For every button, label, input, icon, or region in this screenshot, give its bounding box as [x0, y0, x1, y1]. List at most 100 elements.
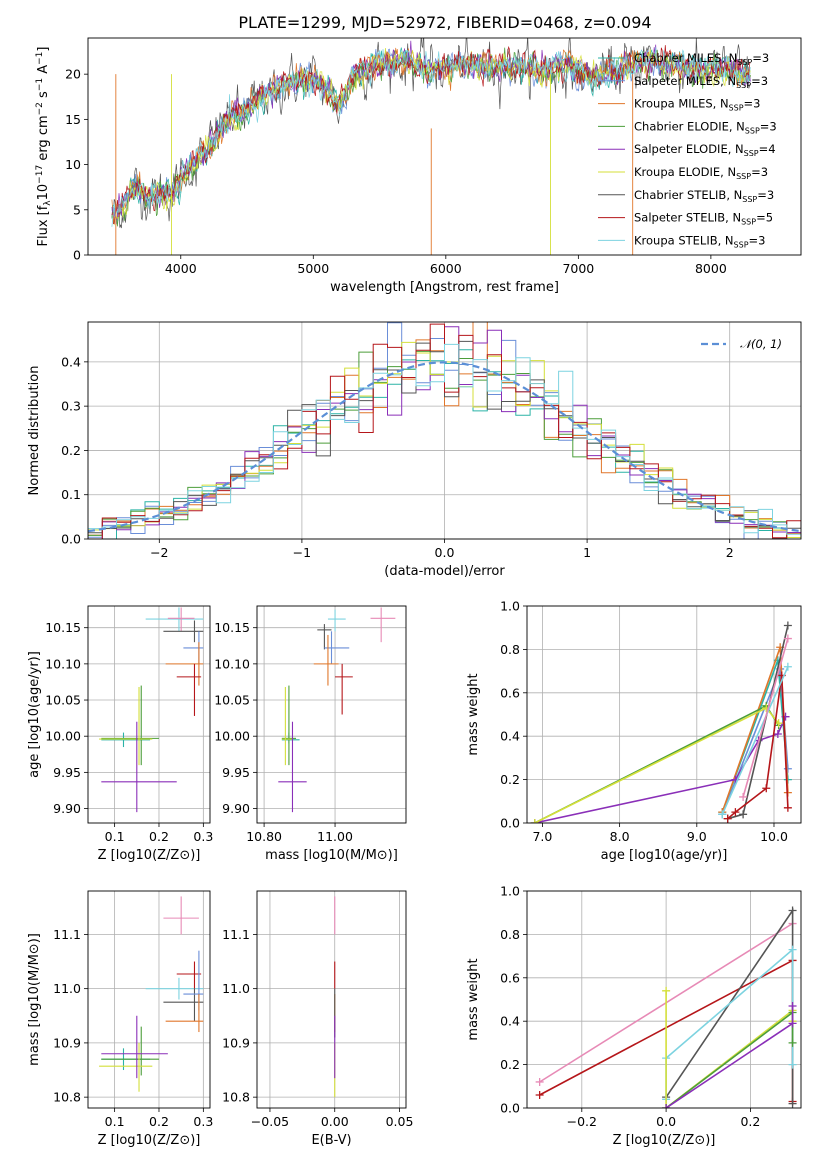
z-weight-marker-6-1: [788, 1019, 797, 1028]
residual-legend-label: 𝒩(0, 1): [740, 337, 782, 351]
spectrum-xtick-label-1: 5000: [297, 261, 329, 276]
age-weight-marker-8-0: [718, 810, 727, 819]
mass-age-ytick-label-1: 9.95: [222, 765, 250, 780]
z-weight-ytick-label-4: 0.8: [500, 927, 520, 942]
age-weight-marker-1-2: [783, 764, 792, 773]
age-weight-series-8: [721, 666, 789, 815]
z-weight-ylabel: mass weight: [466, 958, 481, 1040]
age-weight-ytick-label-4: 0.8: [500, 642, 520, 657]
ebv-mass-panel: −0.05 0.00 0.05 10.8 10.9 11.0 11.1 E(B-V): [222, 890, 414, 1148]
mass-age-ytick-label-4: 10.10: [214, 656, 250, 671]
spectrum-ytick-label-3: 15: [65, 112, 81, 127]
z-age-xtick-label-1: 0.2: [149, 829, 169, 844]
spectrum-series-kroupa-elodie: [111, 47, 751, 226]
z-mass-xtick-label-0: 0.1: [105, 1114, 125, 1129]
z-mass-xtick-label-1: 0.2: [149, 1114, 169, 1129]
mass-age-ytick-label-0: 9.90: [222, 801, 250, 816]
mass-age-ytick-label-2: 10.00: [214, 729, 250, 744]
ebv-mass-ytick-label-2: 11.0: [222, 981, 250, 996]
z-age-frame: [87, 605, 211, 824]
age-weight-xtick-label-3: 10.0: [760, 829, 788, 844]
z-age-ytick-label-0: 9.90: [53, 801, 81, 816]
z-weight-xtick-label-0: −0.2: [567, 1114, 597, 1129]
age-weight-marker-4-3: [773, 730, 782, 739]
age-weight-panel: 7.0 8.0 9.0 10.0 0.0 0.2 0.4 0.6 0.8 1.0 age [log1…: [466, 599, 802, 863]
z-age-ytick-label-5: 10.15: [45, 620, 81, 635]
residuals-xtick-label-4: 2: [726, 545, 734, 560]
residuals-xtick-label-3: 1: [583, 545, 591, 560]
age-weight-marker-7-4: [783, 803, 792, 812]
ebv-mass-xlabel: E(B-V): [311, 1133, 351, 1148]
age-weight-marker-7-2: [762, 784, 771, 793]
age-weight-frame: [526, 605, 802, 824]
spectrum-ylabel: Flux [fλ10−17 erg cm−2 s−1 A−1]: [35, 47, 53, 247]
z-weight-panel: −0.2 0.0 0.2 0.0 0.2 0.4 0.6 0.8 1.0 Z [log10(Z/Z…: [466, 884, 802, 1148]
age-weight-ytick-label-5: 1.0: [500, 599, 520, 614]
z-age-ytick-label-4: 10.10: [45, 656, 81, 671]
spectrum-legend-label-5: Kroupa ELODIE, NSSP=3: [634, 165, 768, 181]
ebv-mass-xtick-label-2: 0.05: [386, 1114, 414, 1129]
residuals-ylabel: Normed distribution: [27, 366, 42, 496]
z-mass-ytick-label-3: 11.1: [53, 927, 81, 942]
residuals-frame: [87, 321, 802, 540]
spectrum-ytick-label-2: 10: [65, 157, 81, 172]
z-weight-ytick-label-0: 0.0: [500, 1101, 520, 1116]
z-mass-ytick-label-0: 10.8: [53, 1090, 81, 1105]
residuals-xtick-label-0: −2: [150, 545, 168, 560]
residuals-xtick-label-2: 0.0: [435, 545, 455, 560]
z-mass-plot-area: [99, 896, 204, 1092]
z-weight-ytick-label-2: 0.4: [500, 1014, 520, 1029]
ebv-mass-ytick-label-3: 11.1: [222, 927, 250, 942]
spectrum-legend-label-3: Chabrier ELODIE, NSSP=3: [634, 119, 777, 135]
age-weight-marker-6-1: [739, 810, 748, 819]
age-weight-xtick-label-0: 7.0: [532, 829, 552, 844]
age-weight-ytick-label-3: 0.6: [500, 685, 520, 700]
ebv-mass-xtick-label-0: −0.05: [251, 1114, 289, 1129]
age-weight-xtick-label-2: 9.0: [687, 829, 707, 844]
ebv-mass-ytick-label-1: 10.9: [222, 1035, 250, 1050]
z-age-ytick-label-3: 10.05: [45, 693, 81, 708]
spectrum-legend-label-1: Salpeter MILES, NSSP=3: [634, 74, 768, 90]
z-age-xtick-label-0: 0.1: [105, 829, 125, 844]
spectrum-xtick-label-4: 8000: [695, 261, 727, 276]
mass-age-frame: [256, 605, 407, 824]
mass-age-panel: 10.80 11.00 9.90 9.95 10.00 10.05 10.10 10.15 ma…: [214, 605, 407, 863]
residuals-ytick-label-4: 0.4: [61, 354, 81, 369]
z-weight-xtick-label-2: 0.2: [740, 1114, 760, 1129]
spectrum-legend-label-4: Salpeter ELODIE, NSSP=4: [634, 142, 776, 158]
z-weight-xlabel: Z [log10(Z/Z⊙)]: [613, 1133, 716, 1148]
age-weight-marker-7-1: [731, 808, 740, 817]
z-weight-marker-1-0: [535, 1090, 544, 1099]
age-weight-xtick-label-1: 8.0: [610, 829, 630, 844]
spectrum-xlabel: wavelength [Angstrom, rest frame]: [330, 280, 559, 295]
mass-age-ytick-label-3: 10.05: [214, 693, 250, 708]
age-weight-marker-9-0: [739, 792, 748, 801]
mass-age-xlabel: mass [log10(M/M⊙)]: [265, 848, 398, 863]
z-weight-frame: [526, 890, 802, 1109]
age-weight-ytick-label-0: 0.0: [500, 816, 520, 831]
z-weight-marker-6-2: [788, 1002, 797, 1011]
residuals-xtick-label-1: −1: [293, 545, 311, 560]
normal-curve: [88, 361, 801, 533]
age-weight-series-9: [742, 638, 789, 798]
spectrum-ytick-label-1: 5: [73, 202, 81, 217]
spectrum-series-chabrier-stelib: [111, 38, 751, 229]
mass-age-xtick-label-1: 11.00: [317, 829, 353, 844]
spectrum-legend-label-7: Salpeter STELIB, NSSP=5: [634, 211, 773, 227]
residuals-panel: −2 −1 0.0 1 2 0.0 0.1 0.2 0.3 0.4 (data-model)/err…: [27, 321, 802, 579]
residuals-ytick-label-0: 0.0: [61, 532, 81, 547]
z-age-ylabel: age [log10(age/yr)]: [27, 651, 42, 778]
z-mass-ytick-label-1: 10.9: [53, 1035, 81, 1050]
z-weight-marker-5-2: [788, 1038, 797, 1047]
age-weight-marker-7-0: [723, 814, 732, 823]
residuals-xlabel: (data-model)/error: [384, 564, 505, 579]
z-weight-marker-6-0: [662, 1104, 671, 1108]
z-mass-ytick-label-2: 11.0: [53, 981, 81, 996]
z-mass-panel: 0.1 0.2 0.3 10.8 10.9 11.0 11.1 Z [log10(Z/Z⊙)]…: [27, 890, 213, 1148]
mass-age-ytick-label-5: 10.15: [214, 620, 250, 635]
age-weight-marker-6-2: [783, 621, 792, 630]
spectrum-legend-label-6: Chabrier STELIB, NSSP=3: [634, 188, 774, 204]
z-weight-marker-3-2: [788, 945, 797, 954]
age-weight-marker-9-1: [783, 634, 792, 643]
